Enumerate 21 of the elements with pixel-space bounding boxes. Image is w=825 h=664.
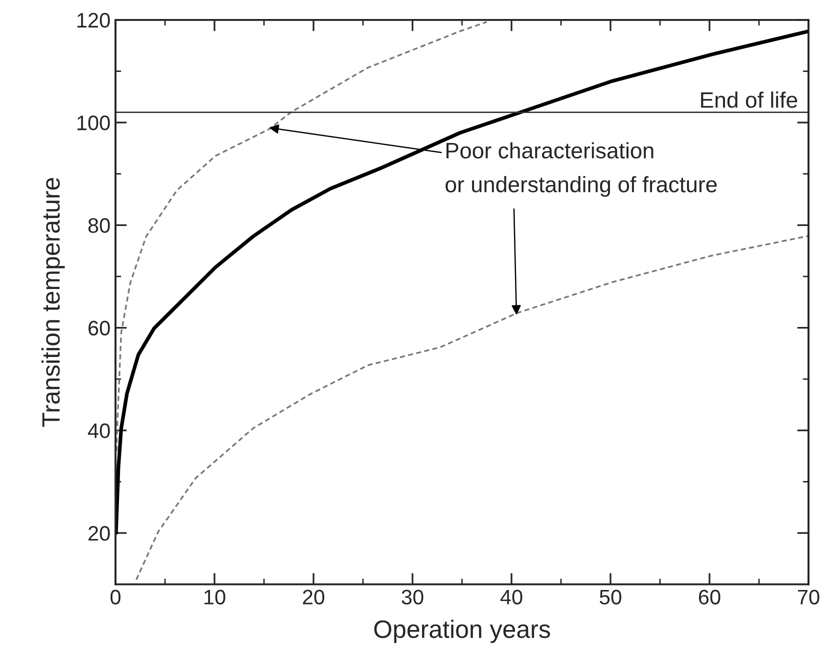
y-tick-label: 20 (88, 526, 110, 541)
y-axis-title: Transition temperature (41, 178, 65, 427)
x-tick-label: 40 (500, 590, 522, 604)
x-tick-label: 70 (798, 590, 820, 604)
x-tick-label: 60 (698, 590, 720, 604)
annotation: or understanding of fracture (446, 176, 717, 197)
x-tick-label: 10 (204, 590, 226, 604)
x-tick-label: 20 (302, 590, 324, 604)
x-tick-label: 0 (110, 590, 120, 604)
line-series (135, 235, 808, 581)
x-tick-label: 50 (600, 590, 622, 604)
x-tick-label: 30 (402, 590, 424, 604)
y-tick-label: 40 (88, 423, 110, 438)
y-tick-label: 120 (77, 12, 110, 28)
x-axis-title: Operation years (374, 620, 550, 644)
ref-line-label: End of life (701, 92, 798, 108)
line-series (116, 29, 808, 535)
annotation: Poor characterisation (446, 142, 654, 159)
y-tick-label: 80 (88, 218, 110, 233)
y-tick-label: 100 (77, 116, 110, 130)
y-tick-label: 60 (88, 320, 110, 336)
